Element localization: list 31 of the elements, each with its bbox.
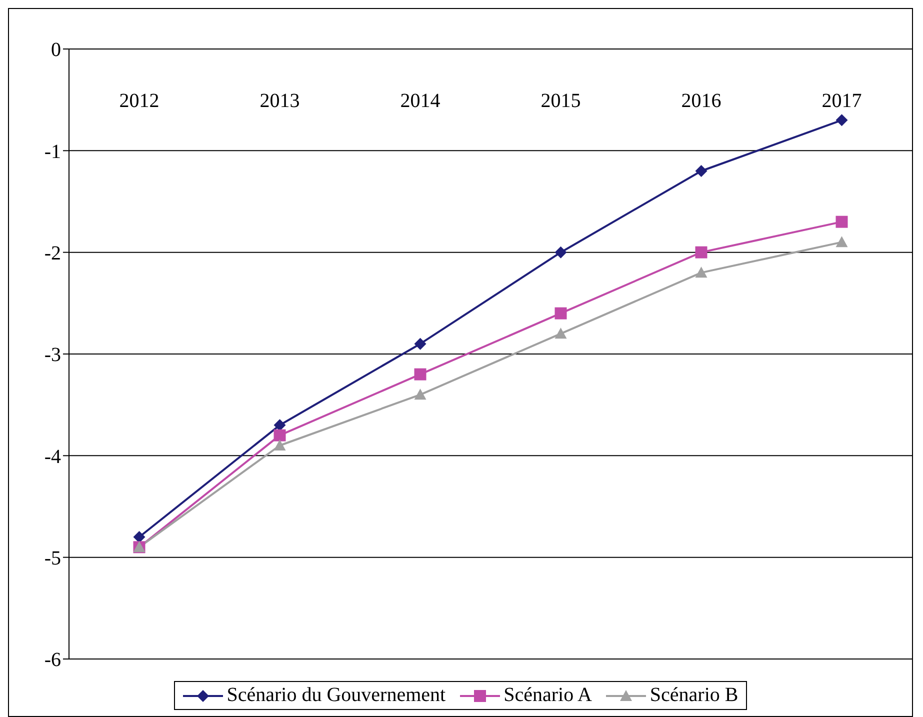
point: [554, 328, 567, 339]
y-tick-label: 0: [51, 39, 61, 62]
point: [274, 440, 286, 450]
point: [695, 266, 708, 278]
point: [836, 236, 848, 248]
point: [554, 246, 567, 258]
point: [695, 246, 708, 258]
point: [414, 338, 426, 350]
point: [695, 165, 708, 177]
y-tick-label: -5: [44, 547, 61, 570]
point: [554, 307, 567, 320]
y-tick-label: -6: [44, 649, 61, 672]
point: [414, 388, 426, 400]
y-tick-label: -3: [44, 344, 61, 366]
x-tick-label: 2017: [822, 90, 862, 112]
x-tick-label: 2013: [260, 90, 300, 112]
x-tick-label: 2016: [681, 90, 722, 112]
point: [414, 368, 426, 380]
y-tick-label: -2: [44, 242, 61, 264]
legend-label: Scénario A: [504, 684, 592, 707]
point: [836, 216, 848, 228]
point: [274, 429, 286, 442]
legend-label: Scénario du Gouvernement: [226, 684, 446, 707]
point: [836, 114, 848, 126]
y-tick-label: -1: [44, 140, 61, 163]
x-tick-label: 2012: [119, 90, 160, 112]
legend-label: Scénario B: [650, 684, 738, 707]
y-tick-label: -4: [44, 446, 61, 468]
x-tick-label: 2014: [400, 90, 440, 112]
point: [133, 531, 146, 543]
x-tick-label: 2015: [540, 90, 581, 112]
